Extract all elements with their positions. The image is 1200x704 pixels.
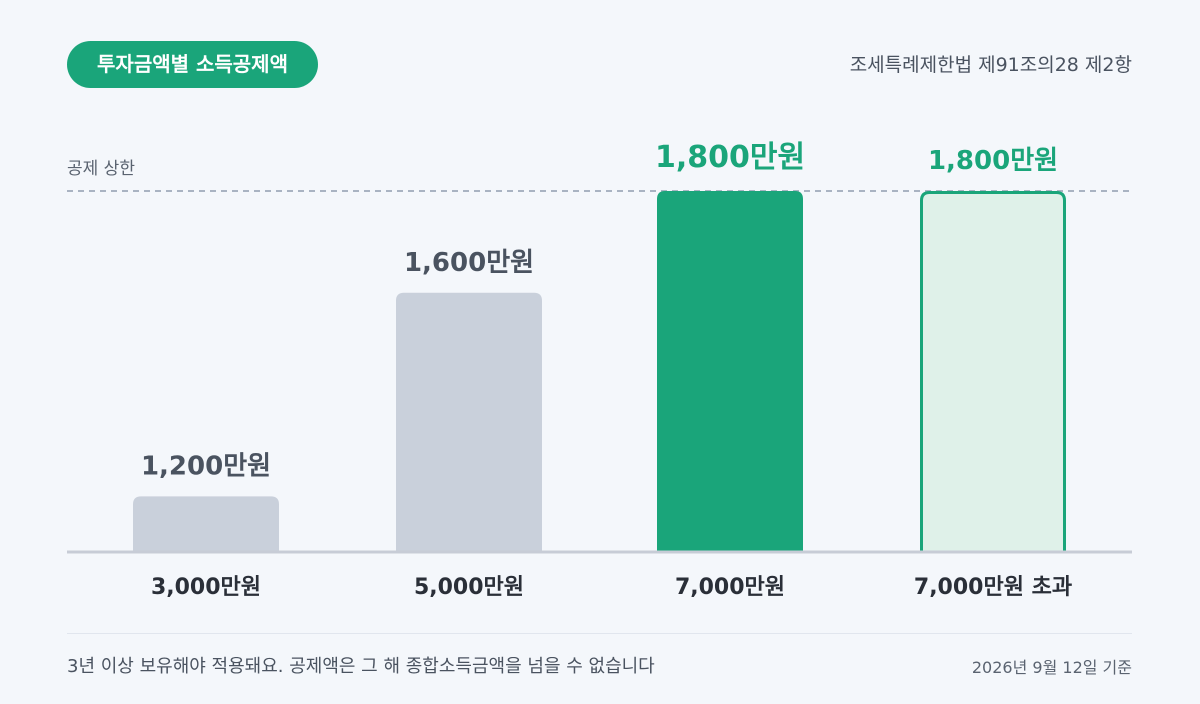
chart-title-badge: 투자금액별 소득공제액 xyxy=(67,41,318,88)
as-of-date: 2026년 9월 12일 기준 xyxy=(971,658,1132,677)
data-label: 1,600만원 xyxy=(404,248,534,278)
bar xyxy=(657,191,803,552)
footer-divider xyxy=(67,633,1132,634)
category-label: 5,000만원 xyxy=(414,575,524,600)
bar xyxy=(396,292,542,552)
bar xyxy=(920,191,1066,554)
law-reference: 조세특례제한법 제91조의28 제2항 xyxy=(849,54,1132,76)
category-label: 3,000만원 xyxy=(151,575,261,600)
data-label: 1,800만원 xyxy=(655,140,805,175)
cap-label: 공제 상한 xyxy=(67,159,135,179)
category-label: 7,000만원 xyxy=(675,575,785,600)
category-label: 7,000만원 초과 xyxy=(914,575,1072,600)
footnote: 3년 이상 보유해야 적용돼요. 공제액은 그 해 종합소득금액을 넘을 수 없… xyxy=(67,656,655,677)
bar xyxy=(133,496,279,552)
data-label: 1,200만원 xyxy=(141,451,271,481)
data-label: 1,800만원 xyxy=(928,146,1058,176)
